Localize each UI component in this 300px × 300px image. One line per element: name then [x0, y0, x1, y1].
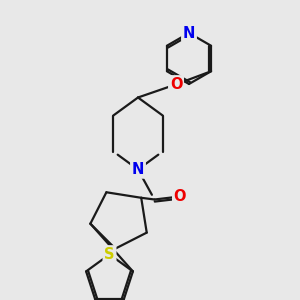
- Text: N: N: [132, 162, 144, 177]
- Text: O: O: [170, 77, 182, 92]
- Text: S: S: [104, 247, 115, 262]
- Text: N: N: [183, 26, 195, 40]
- Text: O: O: [174, 189, 186, 204]
